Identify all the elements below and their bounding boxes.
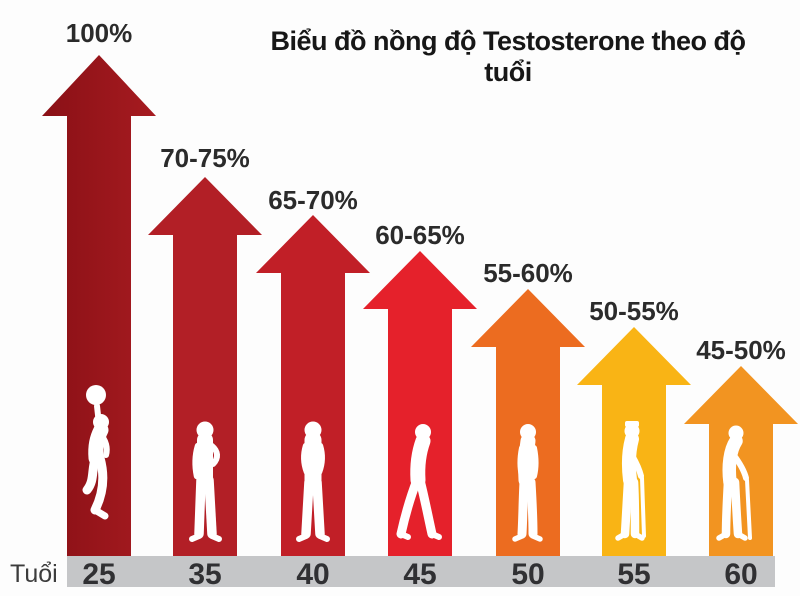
bar-age-50: 55-60% 50 [448,0,608,596]
x-tick-35: 35 [188,558,222,591]
value-label-40: 65-70% [268,185,358,215]
young-man-jumping-dunk-icon [82,385,110,520]
value-label-45: 60-65% [375,220,465,250]
man-hands-in-pockets-icon [296,421,330,542]
x-axis-label: Tuổi [10,560,58,588]
bar-age-45: 60-65% 45 [340,0,500,596]
x-tick-50: 50 [511,558,545,591]
bar-age-35: 70-75% 35 [125,0,285,596]
value-label-55: 50-55% [589,296,679,326]
man-hand-on-hip-icon [189,421,222,542]
older-man-standing-icon [512,424,543,542]
x-tick-25: 25 [82,558,116,591]
value-label-50: 55-60% [483,258,573,288]
bar-age-60: 45-50% 60 [661,0,800,596]
hunched-old-man-cane-icon [716,425,752,541]
x-tick-45: 45 [403,558,437,591]
value-label-25: 100% [65,18,133,48]
x-tick-40: 40 [296,558,330,591]
old-man-with-cane-icon [615,421,646,541]
value-label-60: 45-50% [696,335,786,365]
man-walking-icon [396,424,442,540]
bar-age-40: 65-70% 40 [233,0,393,596]
bar-age-25: 100% 25 [19,0,179,596]
chart-title: Biểu đồ nồng độ Testosterone theo độ tuổ… [270,26,746,87]
bar-age-55: 50-55% 55 [554,0,714,596]
value-label-35: 70-75% [160,143,250,173]
x-axis-band [67,556,775,587]
x-tick-60: 60 [724,558,758,591]
x-tick-55: 55 [617,558,651,591]
